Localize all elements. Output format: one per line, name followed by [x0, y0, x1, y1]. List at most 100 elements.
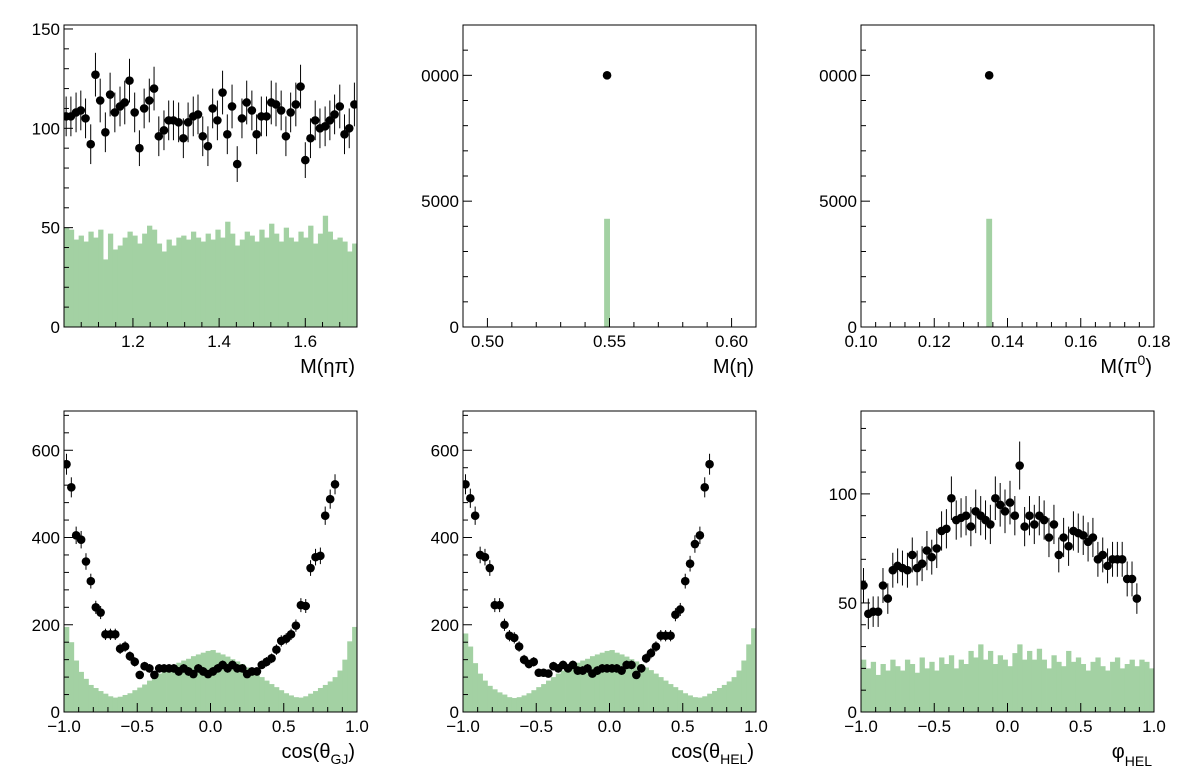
histogram-bin	[239, 239, 246, 327]
histogram-bin	[1017, 644, 1023, 712]
data-point	[627, 660, 636, 670]
histogram-bin	[78, 235, 84, 327]
histogram-bin	[934, 670, 940, 712]
histogram-bin	[259, 677, 265, 712]
data-point	[1030, 520, 1039, 529]
data-point	[286, 630, 296, 639]
data-point	[961, 511, 971, 520]
data-point	[291, 100, 301, 109]
x-axis-label: M(η)	[713, 356, 754, 378]
data-point	[1132, 594, 1142, 603]
histogram-bin	[234, 245, 241, 327]
data-point	[145, 96, 154, 105]
panel-6: −1.0 −0.5 0.0 0.5 1.0 0 50 100 φHEL	[829, 410, 1166, 769]
histogram-bin	[1012, 653, 1018, 712]
data-point	[76, 535, 86, 544]
data-point	[636, 664, 646, 673]
histogram-bin	[992, 664, 999, 712]
histogram-bin	[944, 664, 950, 712]
histogram-bin	[702, 696, 708, 712]
histogram-bin	[147, 680, 153, 712]
histogram-bin	[171, 665, 177, 712]
histogram-bin	[210, 650, 216, 712]
histogram-bin	[570, 665, 576, 712]
data-point	[174, 118, 183, 127]
data-point	[544, 669, 553, 678]
histogram-bin	[1046, 668, 1052, 712]
data-point	[1078, 531, 1088, 540]
histogram-bin	[103, 693, 109, 712]
histogram-bin	[264, 680, 270, 712]
histogram-bin	[497, 692, 503, 712]
data-point	[330, 110, 339, 119]
histogram-bin	[278, 241, 285, 327]
histogram-bin	[604, 218, 610, 327]
histogram-bin	[112, 697, 119, 712]
histogram-bin	[1036, 648, 1043, 712]
histogram-bin	[741, 660, 747, 712]
y-tick-label: 200	[431, 616, 459, 635]
histogram-bin	[629, 659, 635, 712]
histogram-bin	[682, 693, 689, 712]
histogram-bin	[327, 681, 333, 712]
y-tick-label: 0	[51, 703, 60, 722]
histogram-bin	[151, 229, 158, 327]
data-point	[145, 664, 154, 673]
data-point	[281, 131, 291, 141]
histogram-bin	[526, 693, 532, 712]
x-tick-label: 0.10	[844, 332, 877, 351]
histogram-bin	[624, 656, 630, 712]
data-point	[947, 493, 956, 503]
data-point	[922, 546, 932, 555]
histogram-bin	[1095, 657, 1101, 712]
histogram-bin	[176, 237, 182, 327]
histogram-bin	[205, 650, 211, 712]
histogram-bin	[1139, 659, 1145, 712]
histogram-bin	[161, 670, 167, 712]
y-tick-label: 600	[32, 441, 60, 460]
data-point	[125, 76, 134, 85]
histogram-bin	[861, 659, 867, 712]
data-point	[272, 645, 281, 654]
data-point	[320, 511, 330, 520]
histogram-bin	[137, 243, 143, 327]
x-tick-label: 0.18	[1137, 332, 1170, 351]
histogram-bin	[594, 654, 601, 712]
y-tick-label: 200	[32, 616, 60, 635]
histogram-bin	[638, 664, 645, 712]
data-point	[135, 670, 145, 680]
data-point	[1000, 507, 1010, 516]
plot-area	[64, 453, 357, 712]
histogram-bin	[870, 661, 877, 712]
data-point	[1025, 511, 1034, 520]
histogram-bin	[668, 684, 674, 712]
histogram-bin	[264, 237, 270, 327]
histogram-bin	[342, 659, 348, 712]
histogram-bin	[1041, 659, 1047, 712]
histogram-bin	[880, 664, 886, 712]
data-point	[96, 608, 105, 617]
histogram-bin	[308, 693, 314, 712]
histogram-bin	[127, 693, 133, 712]
histogram-bin	[288, 695, 294, 712]
histogram-bin	[132, 235, 138, 327]
histogram-bin	[200, 241, 207, 327]
data-point	[95, 96, 105, 105]
histogram-bin	[653, 673, 659, 712]
histogram-bin	[492, 689, 498, 712]
histogram-bin	[68, 229, 75, 327]
histogram-bin	[322, 684, 329, 712]
histogram-bin	[1002, 659, 1008, 712]
x-tick-label: 0.55	[593, 332, 626, 351]
histogram-bin	[117, 245, 123, 327]
data-point	[252, 129, 261, 139]
data-point	[340, 129, 349, 139]
data-point	[159, 126, 169, 135]
data-point	[306, 563, 315, 573]
x-tick-label: −0.5	[917, 717, 951, 736]
histogram-bin	[929, 661, 935, 712]
data-point	[203, 141, 213, 151]
histogram-bin	[93, 237, 99, 327]
x-tick-label: 1.0	[345, 717, 369, 736]
data-point	[125, 651, 135, 661]
